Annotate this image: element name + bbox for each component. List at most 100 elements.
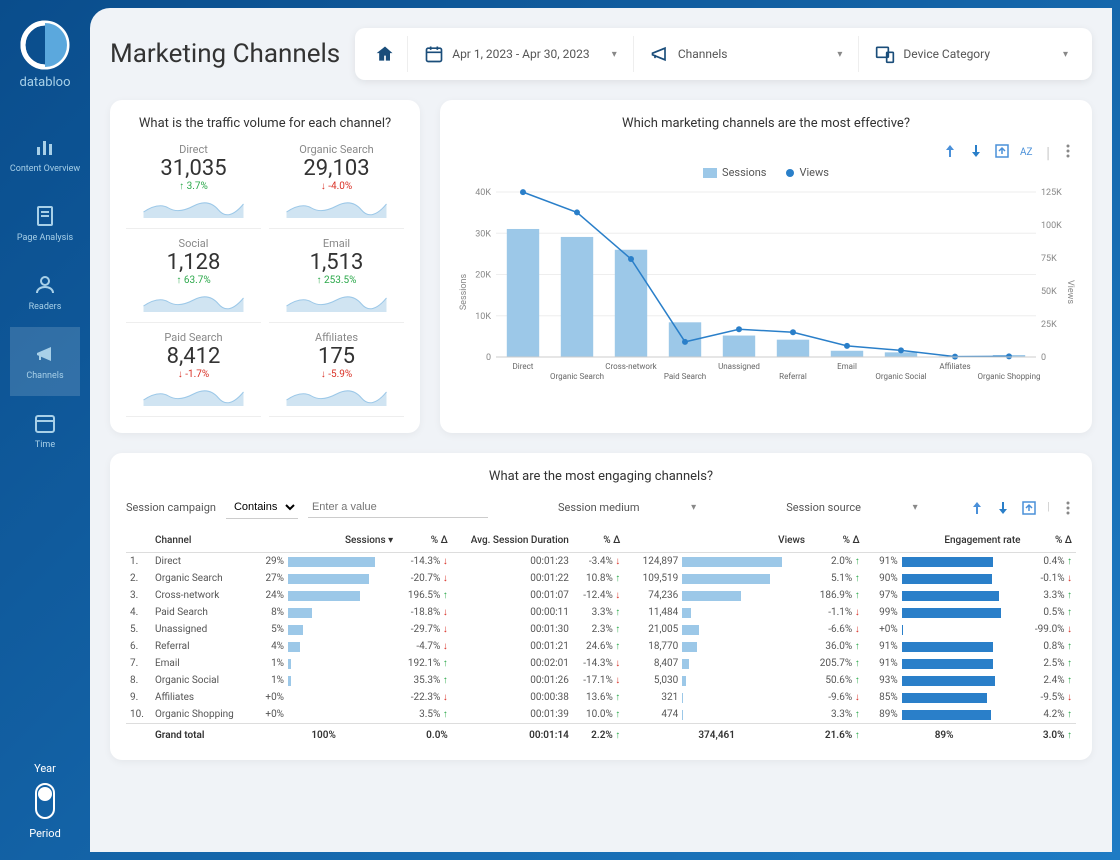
svg-text:Organic Search: Organic Search xyxy=(550,372,604,381)
metric-paid-search: Paid Search8,412↓ -1.7% xyxy=(126,331,261,417)
metric-email: Email1,513↑ 253.5% xyxy=(269,237,404,323)
period-toggle[interactable] xyxy=(35,783,55,819)
svg-text:30K: 30K xyxy=(475,229,491,239)
time-icon xyxy=(33,411,57,435)
svg-text:25K: 25K xyxy=(1041,320,1057,330)
sort-az-icon[interactable]: AZ xyxy=(1020,143,1036,159)
col-1[interactable]: Channel xyxy=(151,529,250,553)
table-row[interactable]: 8.Organic Social1%35.3% ↑00:01:26-17.1% … xyxy=(126,672,1076,689)
svg-text:Organic Shopping: Organic Shopping xyxy=(977,372,1040,381)
home-icon xyxy=(375,44,395,64)
megaphone-icon xyxy=(650,44,670,64)
year-label: Year xyxy=(29,762,61,775)
chevron-down-icon: ▾ xyxy=(837,49,842,60)
export-icon[interactable] xyxy=(994,143,1010,159)
table-row[interactable]: 4.Paid Search8%-18.8% ↓00:00:113.3% ↑11,… xyxy=(126,604,1076,621)
arrow-down-icon[interactable] xyxy=(995,500,1011,516)
chevron-down-icon[interactable]: ▾ xyxy=(913,502,918,513)
table-row[interactable]: 1.Direct29%-14.3% ↓00:01:23-3.4% ↓124,89… xyxy=(126,553,1076,571)
header: Marketing Channels Apr 1, 2023 - Apr 30,… xyxy=(110,28,1092,80)
col-6[interactable]: Views xyxy=(624,529,809,553)
table-row[interactable]: 7.Email1%192.1% ↑00:02:01-14.3% ↓8,40720… xyxy=(126,655,1076,672)
header-controls: Apr 1, 2023 - Apr 30, 2023▾ Channels▾ De… xyxy=(355,28,1092,80)
svg-text:Affiliates: Affiliates xyxy=(939,362,970,371)
col-9[interactable]: % Δ xyxy=(1025,529,1076,553)
svg-text:Email: Email xyxy=(837,362,857,371)
svg-text:75K: 75K xyxy=(1041,254,1057,264)
svg-text:20K: 20K xyxy=(475,271,491,281)
svg-text:Views: Views xyxy=(1065,280,1075,304)
chart-legend: Sessions Views xyxy=(456,166,1076,179)
svg-text:0: 0 xyxy=(1041,353,1046,363)
arrow-down-icon[interactable] xyxy=(968,143,984,159)
metric-affiliates: Affiliates175↓ -5.9% xyxy=(269,331,404,417)
table-card: What are the most engaging channels? Ses… xyxy=(110,453,1092,760)
table-row[interactable]: 5.Unassigned5%-29.7% ↓00:01:302.3% ↑21,0… xyxy=(126,621,1076,638)
table-filters: Session campaign Contains Session medium… xyxy=(126,496,1076,519)
svg-text:100K: 100K xyxy=(1041,221,1062,231)
traffic-card: What is the traffic volume for each chan… xyxy=(110,100,420,433)
sidebar: databloo Content OverviewPage AnalysisRe… xyxy=(0,0,90,860)
svg-text:Direct: Direct xyxy=(513,362,534,371)
period-label: Period xyxy=(29,827,61,840)
col-0[interactable] xyxy=(126,529,151,553)
table-row[interactable]: 10.Organic Shopping+0%3.5% ↑00:01:3910.0… xyxy=(126,706,1076,724)
table-row[interactable]: 2.Organic Search27%-20.7% ↓00:01:2210.8%… xyxy=(126,570,1076,587)
table-row[interactable]: 3.Cross-network24%196.5% ↑00:01:07-12.4%… xyxy=(126,587,1076,604)
chevron-down-icon[interactable]: ▾ xyxy=(691,502,696,513)
chevron-down-icon: ▾ xyxy=(612,49,617,60)
svg-text:Unassigned: Unassigned xyxy=(718,362,760,371)
channels-icon xyxy=(33,342,57,366)
channels-selector[interactable]: Channels▾ xyxy=(634,36,860,72)
svg-text:Sessions: Sessions xyxy=(459,273,469,310)
col-7[interactable]: % Δ xyxy=(809,529,864,553)
more-icon[interactable] xyxy=(1060,143,1076,159)
calendar-icon xyxy=(424,44,444,64)
col-3[interactable]: % Δ xyxy=(397,529,452,553)
svg-text:50K: 50K xyxy=(1041,287,1057,297)
arrow-up-icon[interactable] xyxy=(942,143,958,159)
sidebar-item-readers[interactable]: Readers xyxy=(10,258,80,327)
content-overview-icon xyxy=(33,135,57,159)
svg-text:Organic Social: Organic Social xyxy=(875,372,926,381)
svg-text:40K: 40K xyxy=(475,188,491,198)
filter-value-input[interactable] xyxy=(308,497,488,518)
metric-organic-search: Organic Search29,103↓ -4.0% xyxy=(269,143,404,229)
metric-direct: Direct31,035↑ 3.7% xyxy=(126,143,261,229)
date-range-selector[interactable]: Apr 1, 2023 - Apr 30, 2023▾ xyxy=(408,36,634,72)
svg-text:Cross-network: Cross-network xyxy=(605,362,657,371)
sidebar-item-channels[interactable]: Channels xyxy=(10,327,80,396)
table-row[interactable]: 6.Referral4%-4.7% ↓00:01:2124.6% ↑18,770… xyxy=(126,638,1076,655)
device-selector[interactable]: Device Category▾ xyxy=(859,36,1084,72)
svg-text:Referral: Referral xyxy=(779,372,807,381)
page-title: Marketing Channels xyxy=(110,39,340,69)
svg-text:AZ: AZ xyxy=(1020,147,1033,158)
sidebar-item-content-overview[interactable]: Content Overview xyxy=(10,120,80,189)
chevron-down-icon: ▾ xyxy=(1063,49,1068,60)
col-8[interactable]: Engagement rate xyxy=(864,529,1025,553)
svg-text:10K: 10K xyxy=(475,312,491,322)
readers-icon xyxy=(33,273,57,297)
svg-text:0: 0 xyxy=(486,353,491,363)
col-2[interactable]: Sessions ▾ xyxy=(250,529,397,553)
sidebar-item-page-analysis[interactable]: Page Analysis xyxy=(10,189,80,258)
col-5[interactable]: % Δ xyxy=(573,529,624,553)
chart-card-title: Which marketing channels are the most ef… xyxy=(456,116,1076,131)
filter-operator[interactable]: Contains xyxy=(226,496,298,519)
chart-area: 0 10K 20K 30K 40K 0 25K 50K 75K 100K 125K Sessions V… xyxy=(456,187,1076,397)
table-card-title: What are the most engaging channels? xyxy=(126,469,1076,484)
home-button[interactable] xyxy=(363,36,408,72)
svg-text:125K: 125K xyxy=(1041,188,1062,198)
main-content: Marketing Channels Apr 1, 2023 - Apr 30,… xyxy=(90,8,1112,852)
svg-text:Paid Search: Paid Search xyxy=(664,372,706,381)
arrow-up-icon[interactable] xyxy=(969,500,985,516)
col-4[interactable]: Avg. Session Duration xyxy=(452,529,573,553)
device-icon xyxy=(875,44,895,64)
page-analysis-icon xyxy=(33,204,57,228)
chart-card: Which marketing channels are the most ef… xyxy=(440,100,1092,433)
table-row[interactable]: 9.Affiliates+0%-22.3% ↓00:00:3813.6% ↑32… xyxy=(126,689,1076,706)
more-icon[interactable] xyxy=(1060,500,1076,516)
brand-name: databloo xyxy=(19,75,70,90)
sidebar-item-time[interactable]: Time xyxy=(10,396,80,465)
export-icon[interactable] xyxy=(1021,500,1037,516)
